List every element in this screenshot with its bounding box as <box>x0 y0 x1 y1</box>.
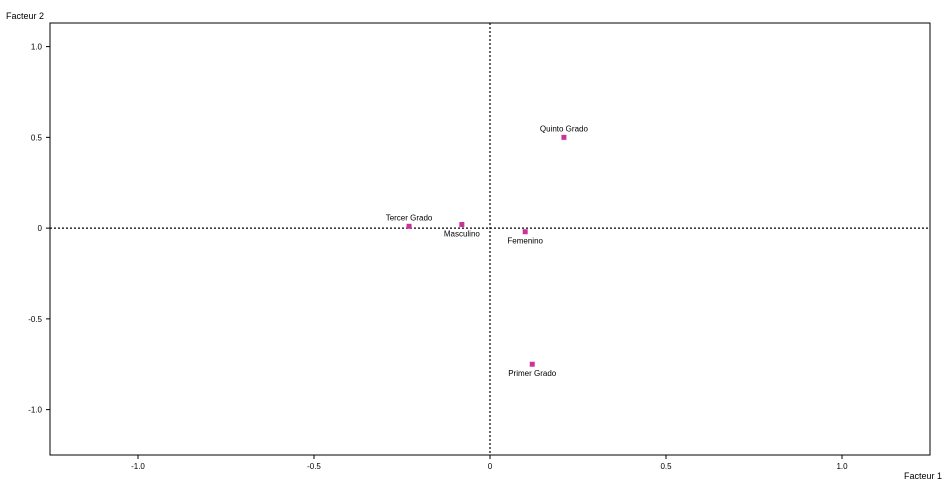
y-tick-label: -0.5 <box>28 315 42 324</box>
point-label: Primer Grado <box>508 369 557 378</box>
y-axis-title: Facteur 2 <box>6 11 44 21</box>
x-axis-title: Facteur 1 <box>904 471 942 481</box>
point-label: Tercer Grado <box>386 213 433 222</box>
point-label: Quinto Grado <box>540 124 589 133</box>
data-point <box>529 361 535 367</box>
point-label: Femenino <box>507 237 543 246</box>
y-axis-ticks: 1.0 0.5 0 -0.5 -1.0 <box>28 43 50 415</box>
data-point <box>459 221 465 227</box>
y-tick-label: 0.5 <box>31 133 43 142</box>
data-point <box>522 229 528 235</box>
x-tick-label: -1.0 <box>131 462 145 471</box>
y-tick-label: 1.0 <box>31 43 43 52</box>
data-point <box>561 134 567 140</box>
x-axis-ticks: -1.0 -0.5 0 0.5 1.0 <box>131 455 848 471</box>
data-point <box>406 223 412 229</box>
y-tick-label: -1.0 <box>28 406 42 415</box>
x-tick-label: -0.5 <box>307 462 321 471</box>
y-tick-label: 0 <box>38 224 43 233</box>
points-layer: Quinto Grado Tercer Grado Masculino Femenin… <box>386 124 589 378</box>
point-label: Masculino <box>444 229 481 238</box>
x-tick-label: 1.0 <box>836 462 848 471</box>
x-tick-label: 0 <box>488 462 493 471</box>
x-tick-label: 0.5 <box>660 462 672 471</box>
